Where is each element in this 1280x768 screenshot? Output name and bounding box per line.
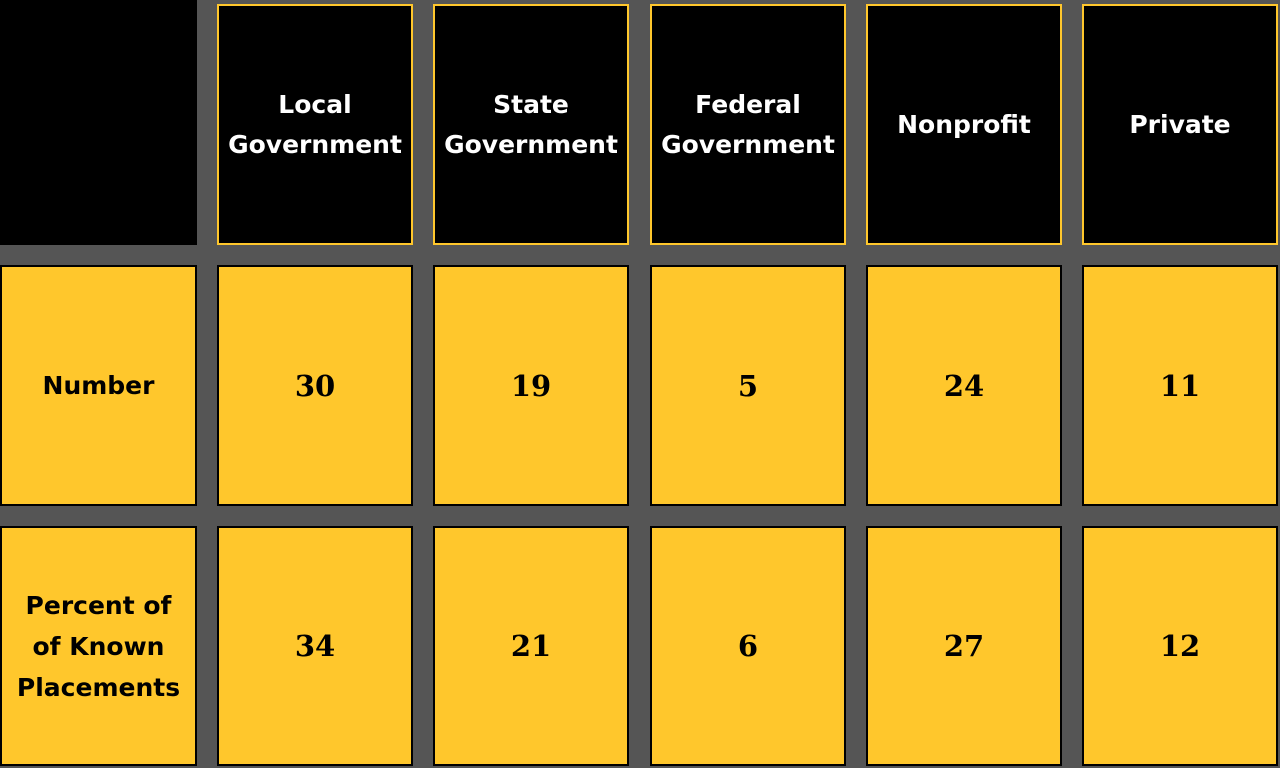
column-header-text: Nonprofit [897, 109, 1031, 139]
table-cell-text: 30 [294, 368, 336, 403]
table-cell: 30 [217, 265, 413, 506]
table-cell-text: 34 [294, 629, 336, 663]
row-label: Percent of of Known Placements [0, 526, 197, 766]
column-header-text: Federal Government [661, 89, 835, 159]
column-header-text: State Government [444, 89, 618, 159]
table-cell-text: 24 [943, 368, 985, 403]
column-header: Nonprofit [866, 4, 1062, 245]
column-header: Federal Government [650, 4, 846, 245]
column-header-text: Private [1129, 109, 1231, 139]
table-cell: 19 [433, 265, 629, 506]
table-cell: 24 [866, 265, 1062, 506]
table-cell: 11 [1082, 265, 1278, 506]
table-cell-text: 27 [943, 629, 985, 663]
table-cell: 12 [1082, 526, 1278, 766]
table-cell-text: 6 [737, 629, 759, 663]
table-cell-text: 5 [737, 368, 759, 403]
column-header-text: Local Government [228, 89, 402, 159]
column-header: Private [1082, 4, 1278, 245]
table-cell-text: 12 [1159, 629, 1201, 663]
table-cell: 5 [650, 265, 846, 506]
table-cell: 34 [217, 526, 413, 766]
column-header: State Government [433, 4, 629, 245]
row-label: Number [0, 265, 197, 506]
row-label-text: Number [42, 371, 155, 400]
column-header: Local Government [217, 4, 413, 245]
table-cell-text: 21 [510, 629, 552, 663]
table-cell: 21 [433, 526, 629, 766]
row-label-text: Percent of of Known Placements [16, 590, 181, 702]
table-cell: 6 [650, 526, 846, 766]
table-cell-text: 19 [510, 368, 552, 403]
table-cell-text: 11 [1159, 368, 1201, 403]
corner-cell [0, 0, 197, 245]
table-cell: 27 [866, 526, 1062, 766]
